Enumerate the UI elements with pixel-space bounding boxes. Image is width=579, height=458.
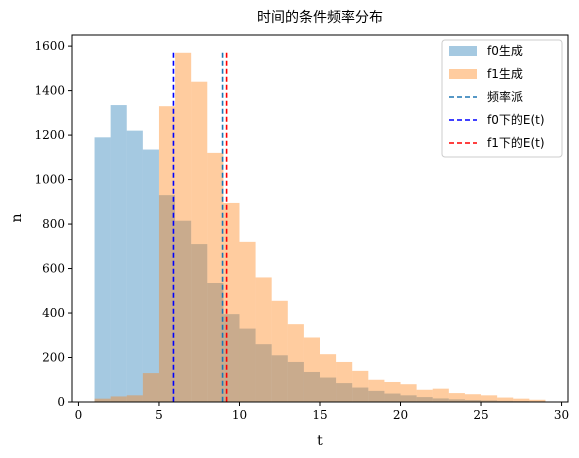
series-0-bar-22 xyxy=(448,399,465,402)
y-tick-label-5: 1000 xyxy=(34,173,65,187)
series-0-bar-14 xyxy=(320,377,337,402)
series-1-bar-21 xyxy=(432,388,449,402)
series-1-bar-0 xyxy=(94,398,111,402)
legend-label-2: 频率派 xyxy=(487,89,523,104)
series-0-bar-19 xyxy=(400,395,417,402)
x-tick-label-1: 5 xyxy=(155,408,163,422)
y-tick-label-8: 1600 xyxy=(34,39,65,53)
series-1-bar-5 xyxy=(175,52,192,402)
series-0-bar-13 xyxy=(303,371,320,402)
series-1-bar-20 xyxy=(416,389,433,402)
series-1-bar-10 xyxy=(255,277,272,402)
series-1-bar-17 xyxy=(368,379,385,402)
series-0-bar-25 xyxy=(497,400,514,402)
series-1-bar-12 xyxy=(287,324,304,402)
y-tick-label-7: 1400 xyxy=(34,84,65,98)
series-1-bar-24 xyxy=(481,395,498,402)
series-1-bar-16 xyxy=(352,370,369,402)
chart-title: 时间的条件频率分布 xyxy=(257,9,383,26)
x-tick-label-6: 30 xyxy=(554,408,569,422)
series-0-bar-8 xyxy=(223,314,240,402)
series-1-bar-6 xyxy=(191,81,208,402)
series-0-bar-16 xyxy=(352,387,369,402)
series-0-bar-17 xyxy=(368,390,385,402)
series-0-bar-24 xyxy=(481,400,498,402)
series-1-bar-8 xyxy=(223,202,240,402)
series-1-bar-18 xyxy=(384,381,401,402)
legend-label-3: f0下的E(t) xyxy=(487,112,545,127)
series-1-bar-13 xyxy=(303,337,320,402)
series-0-bar-12 xyxy=(287,361,304,402)
series-0-bar-18 xyxy=(384,393,401,402)
series-1-bar-25 xyxy=(497,397,514,402)
legend-frame xyxy=(441,39,563,158)
series-0-bar-20 xyxy=(416,397,433,402)
legend-label-1: f1生成 xyxy=(487,67,523,81)
series-1-bar-22 xyxy=(448,393,465,402)
series-0-bar-10 xyxy=(255,344,272,402)
series-0-bar-0 xyxy=(94,137,111,402)
y-axis-label: n xyxy=(9,213,25,222)
series-0-bar-3 xyxy=(142,149,159,402)
x-axis-label: t xyxy=(317,433,323,449)
y-tick-label-3: 600 xyxy=(42,262,65,276)
y-tick-label-1: 200 xyxy=(42,351,65,365)
y-axis-ticks: 0 200 400 600 800 1000 1200 1400 1600 xyxy=(34,39,72,409)
legend-label-0: f0生成 xyxy=(487,44,523,58)
series-1-bar-2 xyxy=(126,395,143,402)
x-axis-ticks: 0 5 10 15 20 25 30 xyxy=(75,402,569,422)
series-0-bar-9 xyxy=(239,328,256,402)
series-1-bar-14 xyxy=(320,354,337,402)
x-tick-label-3: 15 xyxy=(312,408,327,422)
series-1-bar-26 xyxy=(513,398,530,402)
series-0-bar-2 xyxy=(126,130,143,402)
series-1-bar-15 xyxy=(336,361,353,402)
legend-swatch-1 xyxy=(449,69,477,79)
series-1-bar-3 xyxy=(142,373,159,402)
series-1-bar-23 xyxy=(464,394,482,402)
series-0-bar-5 xyxy=(175,220,192,402)
series-0-bar-1 xyxy=(110,105,127,403)
x-tick-label-0: 0 xyxy=(75,408,83,422)
legend-swatch-0 xyxy=(449,46,477,56)
x-tick-label-2: 10 xyxy=(232,408,247,422)
y-tick-label-2: 400 xyxy=(42,306,65,320)
series-1-bar-9 xyxy=(239,241,256,402)
series-1-bar-1 xyxy=(110,396,127,402)
reference-lines xyxy=(172,52,228,402)
series-0-bar-6 xyxy=(191,244,208,402)
series-0-bar-23 xyxy=(464,399,482,402)
series-0-bar-7 xyxy=(207,283,224,402)
y-tick-label-6: 1200 xyxy=(34,128,65,142)
series-1-bar-11 xyxy=(271,300,288,402)
series-0-bar-4 xyxy=(158,195,176,402)
x-tick-label-4: 20 xyxy=(393,408,408,422)
y-tick-label-0: 0 xyxy=(57,395,65,409)
series-1-bar-7 xyxy=(207,152,224,402)
series-0-bar-15 xyxy=(336,383,353,402)
series-1-bar-4 xyxy=(158,106,176,403)
series-0-bar-21 xyxy=(432,398,449,402)
series-1-bar-19 xyxy=(400,384,417,402)
x-tick-label-5: 25 xyxy=(473,408,488,422)
histogram-bars xyxy=(94,52,546,403)
legend-label-4: f1下的E(t) xyxy=(487,135,545,150)
series-1-bar-27 xyxy=(529,399,546,402)
y-tick-label-4: 800 xyxy=(42,217,65,231)
series-0-bar-11 xyxy=(271,355,288,402)
